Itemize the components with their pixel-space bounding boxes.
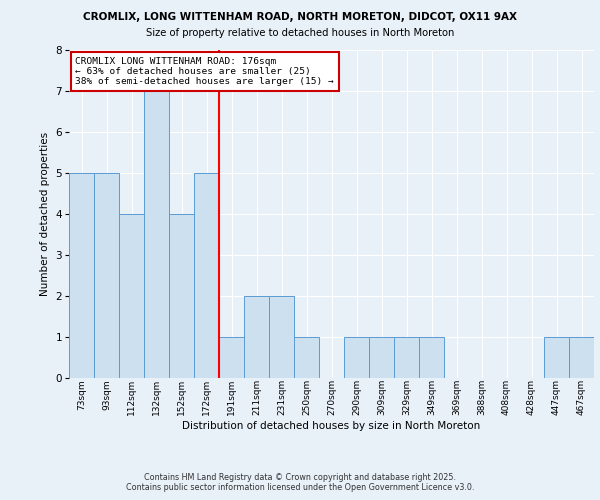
Bar [144,91,169,378]
Text: CROMLIX LONG WITTENHAM ROAD: 176sqm
← 63% of detached houses are smaller (25)
38: CROMLIX LONG WITTENHAM ROAD: 176sqm ← 63… [76,56,334,86]
Bar [569,336,594,378]
Bar [394,336,419,378]
Bar [544,336,569,378]
Bar [169,214,194,378]
Bar [294,336,319,378]
Bar [244,296,269,378]
Bar [69,173,94,378]
Bar [94,173,119,378]
Text: Contains HM Land Registry data © Crown copyright and database right 2025.
Contai: Contains HM Land Registry data © Crown c… [126,473,474,492]
Bar [344,336,369,378]
Y-axis label: Number of detached properties: Number of detached properties [40,132,50,296]
Bar [369,336,394,378]
Bar [219,336,244,378]
Text: CROMLIX, LONG WITTENHAM ROAD, NORTH MORETON, DIDCOT, OX11 9AX: CROMLIX, LONG WITTENHAM ROAD, NORTH MORE… [83,12,517,22]
Text: Size of property relative to detached houses in North Moreton: Size of property relative to detached ho… [146,28,454,38]
X-axis label: Distribution of detached houses by size in North Moreton: Distribution of detached houses by size … [182,421,481,431]
Bar [419,336,444,378]
Bar [194,173,219,378]
Bar [269,296,294,378]
Bar [119,214,144,378]
